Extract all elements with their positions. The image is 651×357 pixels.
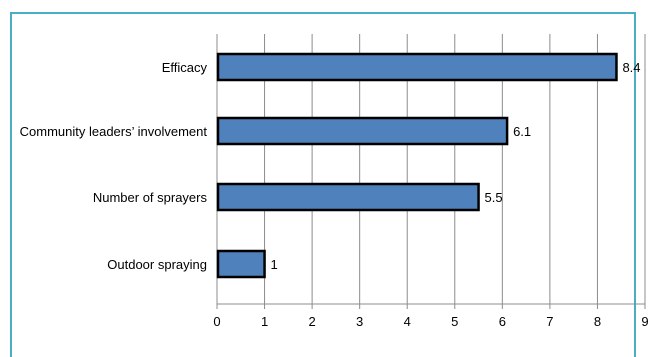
- x-tick-label: 1: [261, 314, 268, 329]
- bar-chart: 0 1 2 3 4 5 6 7 8 9 Efficacy 8.4 Community leaders’ …: [20, 34, 649, 329]
- bar-1: [216, 116, 509, 146]
- x-tick-label: 9: [641, 314, 648, 329]
- x-tick-label: 5: [451, 314, 458, 329]
- data-label: 8.4: [622, 60, 640, 75]
- x-tick-label: 0: [213, 314, 220, 329]
- x-tick-label: 3: [356, 314, 363, 329]
- bar-3: [216, 249, 266, 279]
- chart-frame: [10, 12, 636, 357]
- bar-0: [216, 52, 618, 82]
- category-label: Community leaders’ involvement: [20, 124, 208, 139]
- x-tick-label: 4: [404, 314, 411, 329]
- category-label: Number of sprayers: [93, 190, 208, 205]
- data-label: 6.1: [513, 124, 531, 139]
- x-tick-label: 8: [594, 314, 601, 329]
- category-label: Efficacy: [162, 60, 208, 75]
- data-label: 5.5: [485, 190, 503, 205]
- bar-layer: [216, 52, 618, 279]
- x-tick-label: 6: [499, 314, 506, 329]
- data-label: 1: [271, 257, 278, 272]
- x-tick-label: 7: [546, 314, 553, 329]
- category-label: Outdoor spraying: [107, 257, 207, 272]
- label-layer: 0 1 2 3 4 5 6 7 8 9 Efficacy 8.4 Community leaders’ …: [20, 60, 649, 329]
- x-tick-label: 2: [308, 314, 315, 329]
- bar-2: [216, 182, 480, 212]
